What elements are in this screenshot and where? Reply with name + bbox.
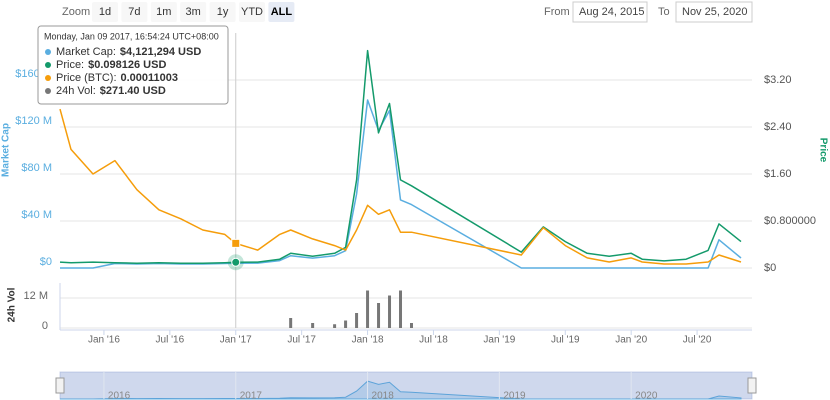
volume-bar bbox=[355, 313, 359, 328]
zoom-button-label[interactable]: ALL bbox=[271, 6, 293, 18]
to-input[interactable] bbox=[675, 1, 753, 23]
y2-tick-label: $0 bbox=[764, 262, 776, 274]
zoom-button-label[interactable]: YTD bbox=[241, 6, 263, 18]
volume-bar bbox=[344, 320, 348, 328]
zoom-button-bg[interactable] bbox=[92, 2, 118, 22]
zoom-button-label[interactable]: 3m bbox=[186, 6, 201, 18]
zoom-button-label[interactable]: 1y bbox=[217, 6, 229, 18]
zoom-button[interactable]: 1d bbox=[92, 2, 118, 22]
tooltip-row: Price: $0.098126 USD bbox=[56, 59, 166, 71]
volume-bar bbox=[377, 303, 381, 328]
zoom-button-bg[interactable] bbox=[150, 2, 177, 22]
y-axis-title: Market Cap bbox=[1, 123, 12, 177]
to-label: To bbox=[658, 6, 670, 18]
volume-bar bbox=[388, 295, 392, 328]
tooltip-date: Monday, Jan 09 2017, 16:54:24 UTC+08:00 bbox=[44, 31, 219, 41]
navigator-label: 2019 bbox=[503, 391, 526, 400]
zoom-button[interactable]: 1y bbox=[209, 2, 236, 22]
zoom-button-bg[interactable] bbox=[209, 2, 236, 22]
tooltip-value: 0.00011003 bbox=[121, 72, 179, 84]
tooltip-bullet bbox=[45, 49, 51, 55]
y2-tick-label: $2.40 bbox=[764, 121, 792, 133]
navigator-label: 2017 bbox=[240, 391, 263, 400]
tooltip-value: $271.40 USD bbox=[100, 85, 166, 97]
zoom-button-label[interactable]: 1m bbox=[156, 6, 171, 18]
x-tick-label: Jul '17 bbox=[287, 335, 316, 346]
x-tick-label: Jul '16 bbox=[156, 335, 185, 346]
series-line bbox=[59, 49, 742, 265]
x-tick-label: Jan '18 bbox=[352, 335, 384, 346]
zoom-label: Zoom bbox=[62, 6, 90, 18]
zoom-button-label[interactable]: 7d bbox=[128, 6, 140, 18]
y2-tick-label: $3.20 bbox=[764, 74, 792, 86]
series-line bbox=[59, 108, 742, 265]
tooltip-value: $0.098126 USD bbox=[88, 59, 166, 71]
y-tick-label: $80 M bbox=[21, 162, 52, 174]
volume-bar bbox=[409, 323, 413, 328]
tooltip-row: Price (BTC): 0.00011003 bbox=[56, 72, 178, 84]
navigator-label: 2016 bbox=[108, 391, 131, 400]
tooltip-bullet bbox=[45, 88, 51, 94]
zoom-button[interactable]: 1m bbox=[150, 2, 177, 22]
tooltip: Monday, Jan 09 2017, 16:54:24 UTC+08:00 M… bbox=[37, 25, 229, 105]
from-date[interactable]: Aug 24, 2015 bbox=[579, 6, 644, 18]
x-tick-label: Jan '17 bbox=[220, 335, 252, 346]
volume-bar bbox=[289, 318, 293, 328]
navigator-handle[interactable] bbox=[747, 377, 757, 394]
navigator-mask bbox=[60, 372, 752, 399]
y2-axis-title: Price bbox=[817, 138, 828, 163]
y-tick-label: $120 M bbox=[15, 115, 52, 127]
tooltip-bullet bbox=[45, 75, 51, 81]
x-tick-label: Jul '19 bbox=[551, 335, 580, 346]
tooltip-label: Price (BTC): bbox=[56, 72, 117, 84]
navigator-handle[interactable] bbox=[55, 377, 65, 394]
navigator-label: 2020 bbox=[635, 391, 658, 400]
tooltip-value: $4,121,294 USD bbox=[120, 46, 201, 58]
zoom-button[interactable]: YTD bbox=[239, 2, 265, 22]
x-tick-label: Jul '20 bbox=[683, 335, 712, 346]
tooltip-label: Price: bbox=[56, 59, 84, 71]
from-label: From bbox=[544, 6, 570, 18]
tooltip-row: Market Cap: $4,121,294 USD bbox=[56, 46, 201, 58]
tooltip-bullet bbox=[45, 62, 51, 68]
y2-tick-label: $0.800000 bbox=[764, 215, 816, 227]
volume-tick-label: 0 bbox=[42, 320, 48, 332]
y-tick-label: $0 bbox=[40, 256, 52, 268]
zoom-button[interactable]: 7d bbox=[121, 2, 148, 22]
x-tick-label: Jan '16 bbox=[88, 335, 120, 346]
volume-bar bbox=[366, 290, 370, 328]
zoom-button-bg[interactable] bbox=[239, 2, 265, 22]
volume-bar bbox=[399, 290, 403, 328]
zoom-button-label[interactable]: 1d bbox=[99, 6, 111, 18]
series-line bbox=[60, 99, 742, 269]
zoom-button[interactable]: ALL bbox=[268, 2, 295, 22]
navigator-area bbox=[60, 380, 742, 400]
tooltip-row: 24h Vol: $271.40 USD bbox=[56, 85, 166, 97]
y2-tick-label: $1.60 bbox=[764, 168, 792, 180]
hover-marker bbox=[231, 238, 241, 248]
from-input[interactable] bbox=[572, 1, 648, 23]
zoom-button-bg[interactable] bbox=[180, 2, 207, 22]
x-tick-label: Jul '18 bbox=[419, 335, 448, 346]
zoom-button-bg[interactable] bbox=[268, 2, 295, 22]
x-tick-label: Jan '19 bbox=[483, 335, 515, 346]
tooltip-label: 24h Vol: bbox=[56, 85, 96, 97]
y-tick-label: $40 M bbox=[21, 209, 52, 221]
volume-bar bbox=[333, 324, 337, 328]
volume-bar bbox=[311, 323, 315, 328]
tooltip-label: Market Cap: bbox=[56, 46, 116, 58]
tooltip-box bbox=[37, 25, 229, 105]
volume-axis-title: 24h Vol bbox=[7, 287, 18, 322]
navigator-label: 2018 bbox=[372, 391, 395, 400]
hover-marker bbox=[231, 257, 241, 267]
zoom-button-bg[interactable] bbox=[121, 2, 148, 22]
to-date[interactable]: Nov 25, 2020 bbox=[682, 6, 747, 18]
zoom-button[interactable]: 3m bbox=[180, 2, 207, 22]
volume-tick-label: 12 M bbox=[24, 290, 48, 302]
x-tick-label: Jan '20 bbox=[615, 335, 647, 346]
